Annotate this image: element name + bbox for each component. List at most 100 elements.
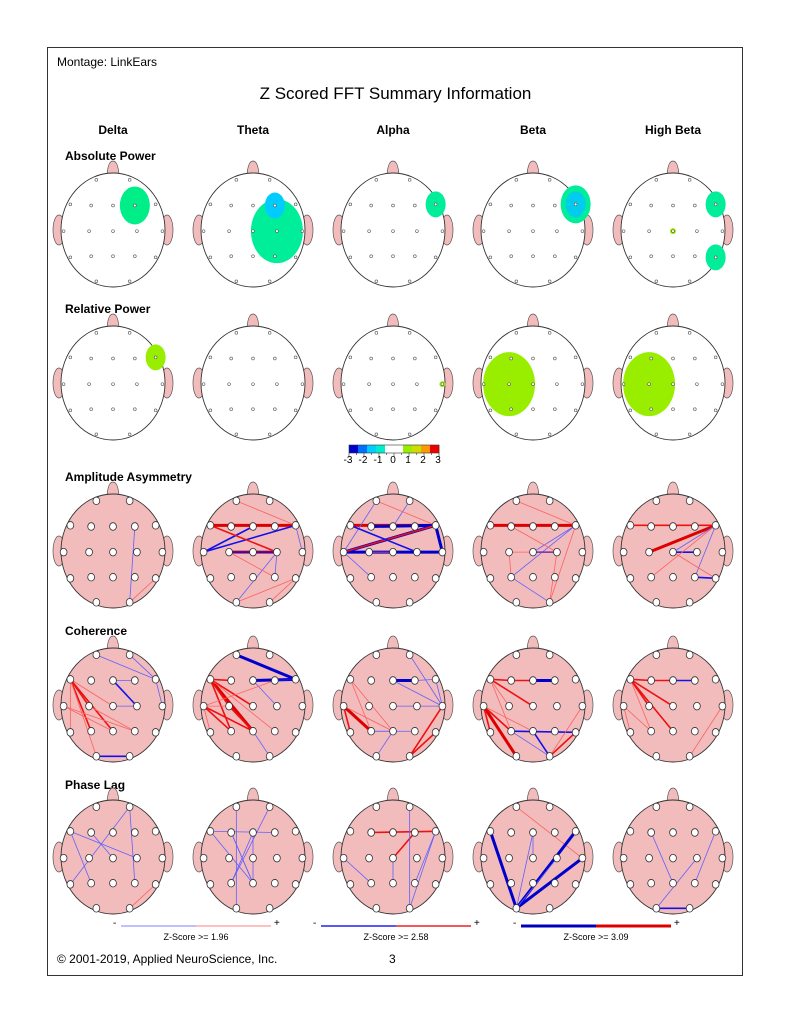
head-map — [472, 160, 594, 288]
electrode-t3 — [621, 229, 626, 233]
electrode-o1 — [512, 752, 521, 761]
electrode-fz — [251, 356, 255, 361]
electrode-fp2 — [265, 496, 274, 506]
electrode-c3 — [647, 229, 651, 233]
legend-minus: - — [513, 918, 517, 929]
electrode-cz — [251, 382, 255, 386]
electrode-f8 — [293, 202, 298, 207]
electrode-f3 — [649, 203, 653, 208]
head-map — [332, 160, 454, 288]
electrode-fp2 — [687, 178, 692, 182]
electrode-p3 — [647, 727, 655, 736]
copyright-footer: © 2001-2019, Applied NeuroScience, Inc. — [57, 952, 278, 966]
connection-cz-f4 — [392, 831, 416, 859]
band-header-alpha: Alpha — [376, 123, 410, 137]
electrode-c4 — [135, 229, 139, 233]
electrode-pz — [109, 727, 117, 736]
electrode-t5 — [486, 574, 495, 583]
electrode-f4 — [413, 356, 417, 361]
electrode-f8 — [571, 521, 580, 530]
electrode-fp2 — [685, 802, 694, 812]
electrode-fp1 — [652, 496, 661, 506]
electrode-c3 — [645, 547, 653, 557]
zscore-colorbar — [348, 444, 440, 457]
legend-plus: + — [674, 918, 680, 929]
electrode-pz — [251, 407, 255, 411]
electrode-fp2 — [407, 178, 412, 182]
electrode-t3 — [59, 853, 68, 863]
electrode-fp2 — [125, 496, 134, 506]
connection-f3-pz — [650, 832, 674, 884]
electrode-fp2 — [267, 331, 272, 335]
electrode-t3 — [201, 229, 206, 233]
electrode-c4 — [695, 229, 699, 233]
electrode-t3 — [619, 701, 628, 711]
electrode-t4 — [158, 701, 167, 711]
connection-t3-pz — [63, 705, 114, 732]
nose — [106, 635, 120, 651]
electrode-f4 — [551, 828, 559, 837]
electrode-f8 — [433, 355, 438, 360]
connection-t3-f8 — [203, 524, 296, 553]
electrode-f8 — [431, 827, 440, 836]
electrode-o1 — [374, 279, 379, 283]
electrode-f4 — [693, 356, 697, 361]
electrode-p3 — [369, 254, 373, 258]
electrode-t4 — [440, 229, 445, 233]
electrode-t6 — [291, 880, 300, 889]
electrode-o2 — [685, 904, 694, 913]
electrode-p4 — [273, 254, 277, 258]
electrode-f7 — [346, 675, 355, 684]
electrode-fz — [531, 356, 535, 361]
electrode-fz — [669, 828, 677, 837]
electrode-f4 — [271, 676, 279, 685]
electrode-fp2 — [405, 496, 414, 506]
electrode-f4 — [133, 356, 137, 361]
electrode-fp2 — [685, 496, 694, 506]
connection-o2-t6 — [129, 884, 156, 909]
electrode-f3 — [229, 356, 233, 361]
electrode-fp1 — [374, 178, 379, 182]
electrode-p3 — [229, 407, 233, 411]
electrode-f3 — [89, 356, 93, 361]
electrode-f8 — [291, 675, 300, 684]
electrode-c4 — [413, 547, 421, 557]
electrode-f7 — [66, 675, 75, 684]
electrode-c3 — [85, 853, 93, 863]
head-map — [52, 313, 174, 441]
connection-fp2-f8 — [129, 654, 156, 680]
electrode-o1 — [232, 752, 241, 761]
head-map — [52, 160, 174, 288]
electrode-t3 — [339, 547, 348, 557]
electrode-p3 — [509, 407, 513, 411]
electrode-o1 — [234, 279, 239, 283]
electrode-f7 — [206, 827, 215, 836]
nose — [526, 313, 540, 329]
electrode-t6 — [431, 728, 440, 737]
electrode-cz — [109, 547, 117, 557]
electrode-f3 — [647, 828, 655, 837]
connection-pz-o1 — [376, 730, 394, 757]
legend-plus: + — [274, 918, 280, 929]
electrode-f4 — [411, 522, 419, 531]
nose — [526, 160, 540, 176]
electrode-p3 — [507, 879, 515, 888]
electrode-fp1 — [514, 331, 519, 335]
electrode-fz — [111, 203, 115, 208]
row-label-phase-lag: Phase Lag — [65, 778, 126, 792]
electrode-t4 — [158, 547, 167, 557]
head-map — [52, 635, 174, 763]
electrode-f3 — [87, 676, 95, 685]
electrode-p3 — [367, 879, 375, 888]
electrode-t3 — [199, 701, 208, 711]
electrode-fp1 — [234, 178, 239, 182]
electrode-t5 — [206, 574, 215, 583]
colorbar-segment — [349, 445, 359, 453]
electrode-fz — [249, 522, 257, 531]
colorbar-segment — [376, 445, 386, 453]
electrode-o1 — [654, 432, 659, 436]
electrode-t3 — [59, 547, 68, 557]
electrode-t3 — [59, 701, 68, 711]
electrode-o2 — [125, 598, 134, 607]
electrode-f7 — [346, 521, 355, 530]
